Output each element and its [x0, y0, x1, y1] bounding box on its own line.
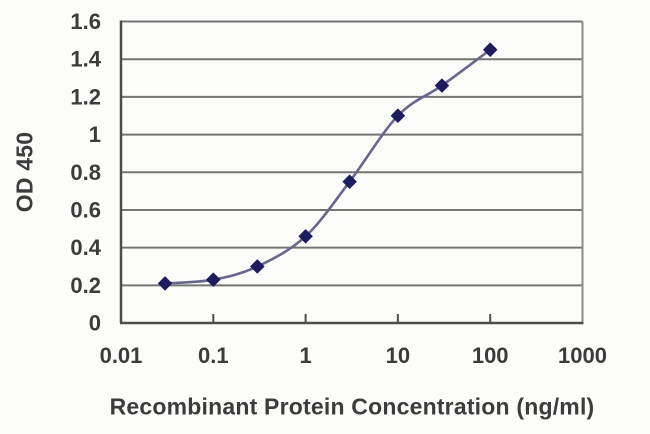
y-axis-title: OD 450 [11, 131, 38, 213]
x-tick-label-100: 100 [472, 343, 509, 368]
y-tick-label-1: 1 [89, 122, 101, 147]
y-tick-label-0.6: 0.6 [70, 197, 101, 222]
x-tick-label-0.01: 0.01 [100, 343, 143, 368]
series-curve [163, 48, 492, 285]
y-tick-label-0.2: 0.2 [70, 273, 101, 298]
x-axis-title: Recombinant Protein Concentration (ng/ml… [109, 393, 595, 420]
axis-tick-marks [212, 314, 492, 324]
gridlines [121, 20, 583, 287]
data-point-0.1 [206, 272, 221, 287]
y-tick-label-1.6: 1.6 [70, 9, 101, 34]
y-tick-label-0.8: 0.8 [70, 160, 101, 185]
data-point-30 [434, 78, 450, 93]
y-tick-labels: 0 0.2 0.4 0.6 0.8 1 1.2 1.4 1.6 [70, 9, 101, 336]
data-point-3 [342, 174, 357, 189]
data-point-0.03 [157, 276, 173, 291]
data-point-0.3 [250, 259, 265, 274]
y-tick-label-1.4: 1.4 [70, 47, 101, 72]
y-tick-label-0.4: 0.4 [70, 235, 101, 260]
x-tick-labels: 0.01 0.1 1 10 100 1000 [100, 343, 607, 368]
y-tick-label-1.2: 1.2 [70, 84, 101, 109]
data-point-100 [483, 42, 498, 57]
x-tick-label-0.1: 0.1 [198, 343, 229, 368]
x-tick-label-1: 1 [299, 343, 311, 368]
plot-frame [119, 20, 584, 325]
data-point-1 [298, 229, 313, 244]
x-tick-label-10: 10 [386, 343, 410, 368]
data-points [157, 42, 498, 291]
y-tick-label-0: 0 [89, 311, 101, 336]
curve-line [163, 48, 492, 285]
data-point-10 [390, 108, 405, 123]
x-tick-label-1000: 1000 [558, 343, 607, 368]
